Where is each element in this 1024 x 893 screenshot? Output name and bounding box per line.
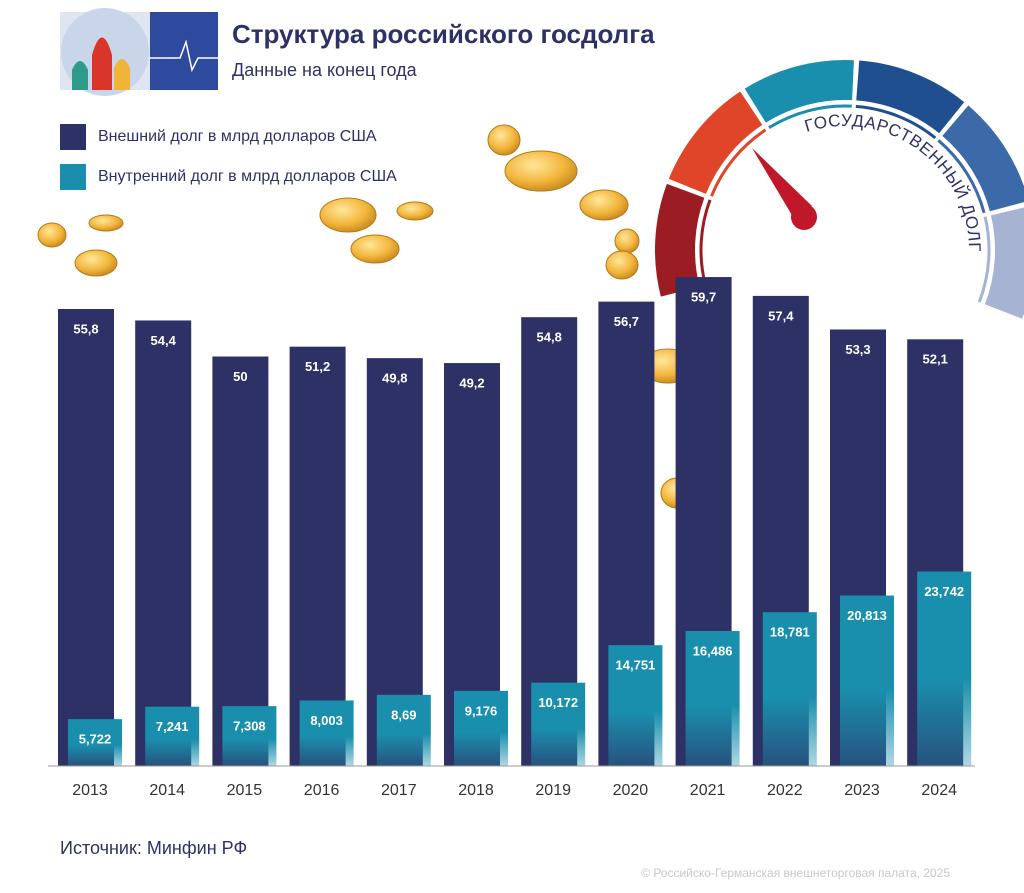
value-label: 7,308 [233,719,266,734]
x-tick-label: 2015 [227,782,263,799]
bar-external [135,320,192,766]
bar-internal [531,682,586,766]
bar-internal [608,645,663,766]
value-label: 56,7 [614,314,639,329]
gauge-inner-line [937,139,986,214]
x-tick-label: 2022 [767,782,803,799]
x-tick-label: 2020 [613,782,649,799]
gauge-inner-line [699,199,712,286]
bar-internal [145,706,200,766]
bar-internal [68,719,122,766]
value-label: 23,742 [924,584,964,599]
bar-internal [376,694,431,766]
value-label: 5,722 [79,732,112,747]
x-tick-label: 2013 [72,782,108,799]
source: Источник: Минфин РФ [60,838,247,858]
gauge-inner-line [977,216,991,303]
bar-internal [685,630,740,766]
bar-internal [222,706,277,766]
header-image [60,8,218,96]
bar-internal [917,571,972,766]
gauge-segment [655,183,705,297]
x-tick-label: 2021 [690,782,726,799]
x-tick-label: 2016 [304,782,340,799]
value-label: 20,813 [847,608,887,623]
bar-external [212,356,269,766]
legend-swatch [60,124,86,150]
value-label: 49,2 [459,375,484,390]
gauge-inner-line [768,104,852,129]
bar-internal [762,612,817,766]
value-label: 54,8 [537,330,562,345]
value-label: 49,8 [382,371,407,386]
gauge-segment [856,60,965,134]
value-label: 9,176 [465,703,498,718]
bar-internal [454,690,508,766]
gauge-inner-line [855,104,937,140]
bar-external [289,346,346,766]
x-tick-label: 2018 [458,782,494,799]
copyright: © Российско-Германская внешнеторговая па… [641,866,950,880]
value-label: 8,69 [391,707,416,722]
value-label: 57,4 [768,308,794,323]
x-tick-label: 2017 [381,782,417,799]
value-label: 50 [233,369,247,384]
legend-label: Внешний долг в млрд долларов США [98,128,377,145]
value-label: 55,8 [73,321,98,336]
gauge-needle [752,148,812,222]
gauge-segment [668,91,763,194]
gauge-segment [984,207,1024,319]
value-label: 18,781 [770,625,810,640]
value-label: 7,241 [156,719,189,734]
value-label: 10,172 [538,695,578,710]
value-label: 14,751 [616,658,656,673]
gauge-segment [744,59,854,123]
legend-label: Внутренний долг в млрд долларов США [98,168,397,185]
value-label: 8,003 [310,713,343,728]
value-label: 54,4 [151,333,177,348]
x-tick-label: 2023 [844,782,880,799]
value-label: 53,3 [845,342,870,357]
bar-internal [299,700,354,766]
bar-internal [840,595,894,766]
value-label: 52,1 [923,352,948,367]
gauge-segment [942,105,1024,212]
chart-title: Структура российского госдолга [232,19,655,49]
bars: 2013 55,8 5,722 2014 54,4 7,241 2015 50 7,308 201… [58,277,972,799]
bar-external [58,308,114,766]
chart-subtitle: Данные на конец года [232,60,418,80]
gauge-inner-line [710,128,767,197]
gauge-needle-hub [791,204,817,230]
x-tick-label: 2014 [149,782,185,799]
x-tick-label: 2019 [535,782,571,799]
value-label: 16,486 [693,643,733,658]
x-tick-label: 2024 [921,782,957,799]
legend-swatch [60,164,86,190]
value-label: 51,2 [305,359,330,374]
value-label: 59,7 [691,289,716,304]
